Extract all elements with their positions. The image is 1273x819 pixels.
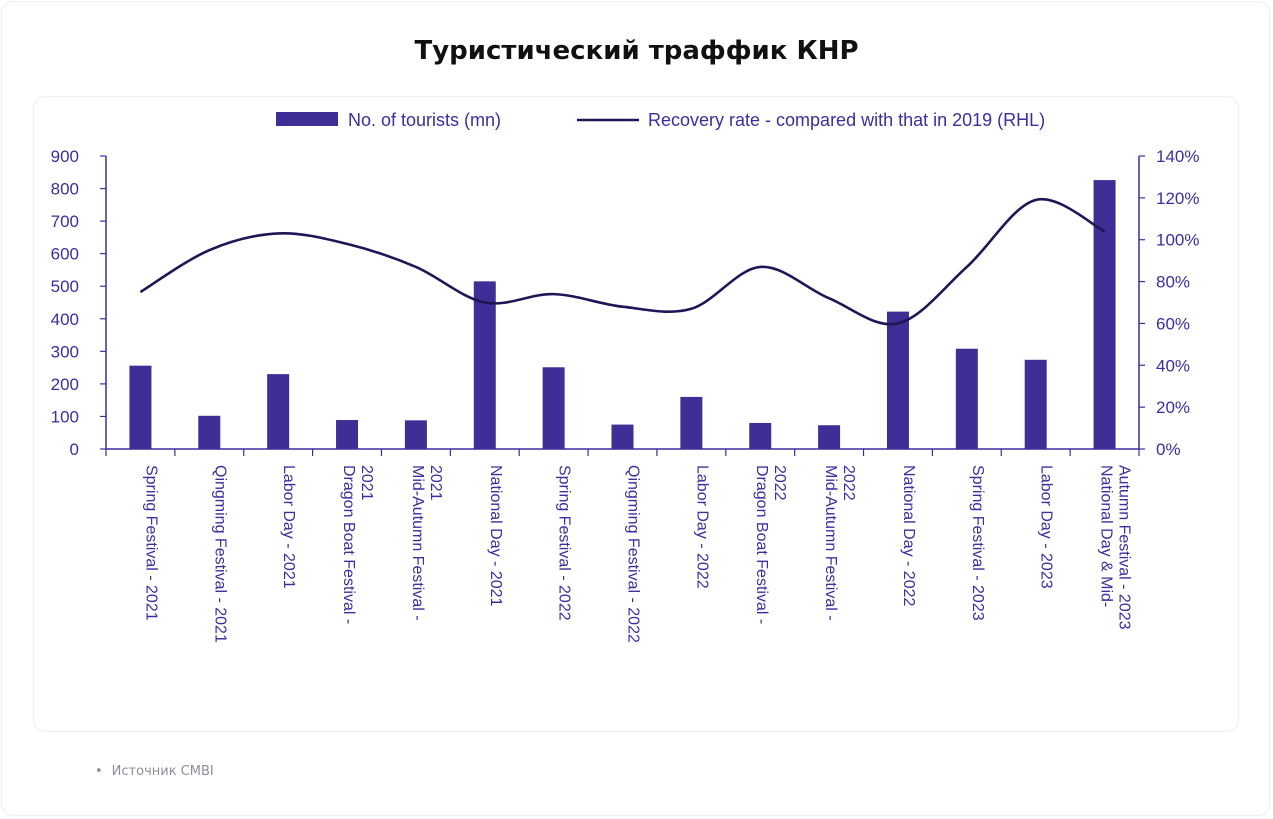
bullet-icon: • xyxy=(95,764,103,779)
y-left-tick-label: 600 xyxy=(51,245,79,264)
bar xyxy=(267,374,290,449)
category-label: Spring Festival - 2023 xyxy=(969,465,986,621)
y-right-tick-label: 40% xyxy=(1156,356,1190,375)
y-left-tick-label: 200 xyxy=(51,375,79,394)
bar xyxy=(473,281,496,449)
category-label: 2022 xyxy=(771,465,788,501)
y-left-tick-label: 700 xyxy=(51,212,79,231)
category-label: Dragon Boat Festival - xyxy=(340,465,357,624)
legend-bar-swatch xyxy=(276,112,338,126)
category-labels: Spring Festival - 2021 Qingming Festival … xyxy=(142,465,1132,643)
category-label: 2022 xyxy=(840,465,857,501)
category-label: 2021 xyxy=(427,465,444,501)
bar xyxy=(198,415,221,449)
category-label: Mid-Autumn Festival - xyxy=(822,465,839,621)
y-left-tick-label: 100 xyxy=(51,407,79,426)
bar xyxy=(955,348,978,449)
source-note: • Источник CMBI xyxy=(95,764,214,779)
category-label: Dragon Boat Festival - xyxy=(753,465,770,624)
y-right-tick-label: 0% xyxy=(1156,440,1181,459)
line-series xyxy=(139,197,1106,326)
bar xyxy=(542,367,565,449)
bar xyxy=(749,422,772,449)
y-right-tick-label: 60% xyxy=(1156,314,1190,333)
category-label: Labor Day - 2021 xyxy=(280,465,297,589)
category-label: Autumn Festival - 2023 xyxy=(1116,465,1133,630)
chart-axes: 0 100 200 300 400 500 600 700 800 900 0% 20% 40% 60% 8… xyxy=(51,147,1200,459)
y-right-tick-label: 140% xyxy=(1156,147,1199,166)
y-left-tick-label: 0 xyxy=(70,440,79,459)
y-left-tick-label: 500 xyxy=(51,277,79,296)
y-left-tick-label: 800 xyxy=(51,180,79,199)
bar xyxy=(818,425,841,449)
bar xyxy=(1024,359,1047,449)
recovery-rate-line xyxy=(139,197,1106,326)
y-right-tick-label: 100% xyxy=(1156,231,1199,250)
chart-card: No. of tourists (mn) Recovery rate - comp… xyxy=(33,96,1239,732)
chart-svg: No. of tourists (mn) Recovery rate - comp… xyxy=(51,110,1200,643)
bar xyxy=(404,420,427,449)
y-right-tick-label: 80% xyxy=(1156,273,1190,292)
category-label: Labor Day - 2022 xyxy=(693,465,710,589)
bar-series xyxy=(129,180,1116,449)
category-label: National Day - 2021 xyxy=(487,465,504,607)
category-label: Mid-Autumn Festival - xyxy=(409,465,426,621)
y-left-tick-label: 300 xyxy=(51,342,79,361)
category-label: National Day - 2022 xyxy=(900,465,917,607)
bar xyxy=(129,365,152,449)
page-title: Туристический траффик КНР xyxy=(414,36,859,66)
source-text: Источник CMBI xyxy=(111,764,214,779)
category-label: Qingming Festival - 2022 xyxy=(625,465,642,643)
category-label: Spring Festival - 2022 xyxy=(556,465,573,621)
legend-bar-label: No. of tourists (mn) xyxy=(348,110,501,130)
category-label: National Day & Mid- xyxy=(1098,465,1115,607)
y-right-tick-label: 20% xyxy=(1156,398,1190,417)
y-left-tick-label: 900 xyxy=(51,147,79,166)
chart-legend: No. of tourists (mn) Recovery rate - comp… xyxy=(276,110,1045,130)
bar xyxy=(336,420,359,449)
category-label: Spring Festival - 2021 xyxy=(142,465,159,621)
bar xyxy=(1093,180,1116,449)
y-left-tick-label: 400 xyxy=(51,310,79,329)
category-label: Qingming Festival - 2021 xyxy=(211,465,228,643)
category-label: 2021 xyxy=(358,465,375,501)
category-label: Labor Day - 2023 xyxy=(1038,465,1055,589)
legend-line-label: Recovery rate - compared with that in 20… xyxy=(648,110,1045,130)
bar xyxy=(680,396,703,449)
bar xyxy=(886,311,909,449)
y-right-tick-label: 120% xyxy=(1156,189,1199,208)
bar xyxy=(611,424,634,449)
